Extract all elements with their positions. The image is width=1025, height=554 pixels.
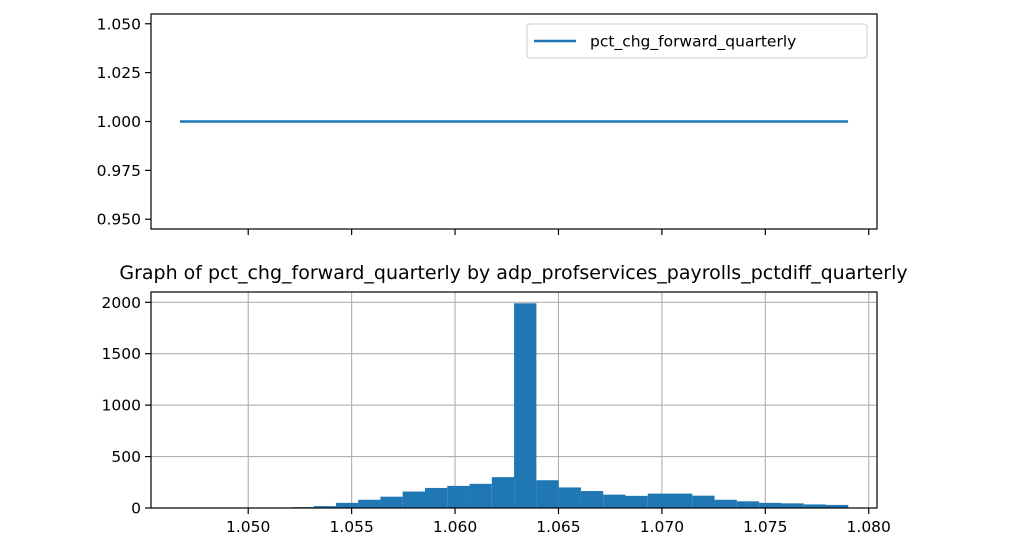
histogram-x-axis: 1.050 1.055 1.060 1.065 1.070 1.075 1.080	[226, 508, 891, 536]
x-tick-label: 1.060	[433, 518, 477, 536]
y-tick-label: 0.975	[97, 162, 141, 180]
histogram-bar	[647, 493, 671, 508]
x-tick-label: 1.070	[640, 518, 684, 536]
histogram-bar	[358, 499, 381, 508]
histogram-bars	[179, 303, 849, 508]
histogram-bar	[313, 506, 336, 508]
histogram-bar	[514, 303, 537, 508]
y-tick-label: 1.025	[97, 64, 141, 82]
x-tick-label: 1.050	[226, 518, 270, 536]
y-tick-label: 1.000	[97, 113, 141, 131]
histogram-bar	[781, 503, 804, 508]
legend: pct_chg_forward_quarterly	[526, 23, 868, 59]
histogram-bar	[469, 483, 492, 508]
y-tick-label: 1.050	[97, 15, 141, 33]
x-tick-label: 1.055	[329, 518, 373, 536]
chart-title: Graph of pct_chg_forward_quarterly by ad…	[119, 262, 907, 284]
histogram-bar	[825, 504, 849, 508]
y-tick-label: 500	[111, 448, 141, 466]
histogram-bar	[491, 477, 515, 508]
y-tick-label: 1000	[102, 397, 141, 415]
histogram-bar	[558, 487, 581, 508]
histogram-bar	[402, 491, 425, 508]
histogram-bar	[447, 485, 470, 508]
histogram-bar	[603, 494, 626, 508]
y-tick-label: 1500	[102, 345, 141, 363]
line-chart: 0.950 0.975 1.000 1.025 1.050 pct_chg_forwar…	[97, 13, 878, 235]
histogram-chart: Graph of pct_chg_forward_quarterly by ad…	[102, 262, 908, 536]
histogram-bar	[670, 493, 693, 508]
legend-label: pct_chg_forward_quarterly	[590, 33, 796, 52]
x-tick-label: 1.080	[847, 518, 891, 536]
histogram-bar	[803, 504, 826, 508]
y-tick-label: 2000	[102, 294, 141, 312]
histogram-grid	[151, 292, 877, 509]
histogram-bar	[692, 495, 715, 508]
histogram-y-axis: 0 500 1000 1500 2000	[102, 294, 151, 518]
histogram-bar	[580, 491, 604, 508]
y-tick-label: 0.950	[97, 211, 141, 229]
histogram-bar	[625, 495, 648, 508]
y-tick-label: 0	[131, 500, 141, 518]
legend-box	[526, 23, 868, 59]
histogram-bar	[425, 487, 448, 508]
histogram-bar	[736, 501, 760, 508]
histogram-frame	[150, 291, 878, 509]
histogram-bar	[536, 480, 559, 508]
histogram-bar	[380, 496, 403, 508]
line-chart-x-axis	[247, 229, 870, 235]
histogram-bar	[759, 502, 782, 508]
line-chart-y-axis: 0.950 0.975 1.000 1.025 1.050	[97, 15, 151, 229]
histogram-bar	[714, 499, 737, 508]
x-tick-label: 1.075	[743, 518, 787, 536]
histogram-bar	[335, 502, 359, 508]
x-tick-label: 1.065	[536, 518, 580, 536]
